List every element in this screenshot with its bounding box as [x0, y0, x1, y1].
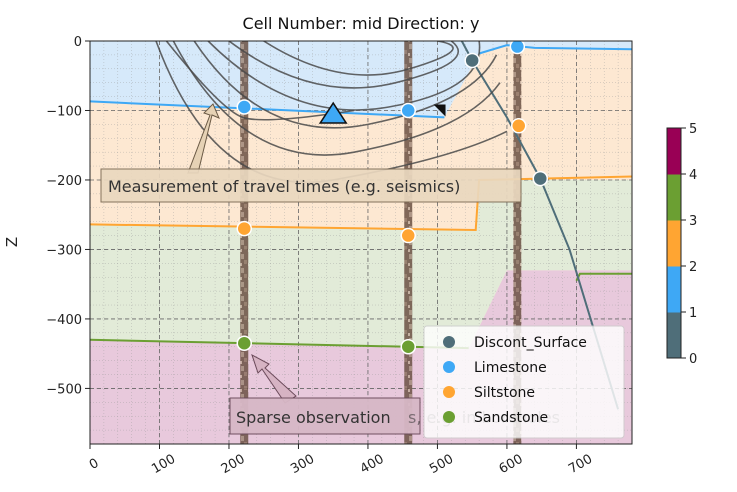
legend-label: Limestone [474, 360, 547, 376]
colorbar-segment [667, 128, 681, 175]
x-tick-label: 400 [358, 452, 387, 477]
x-tick-label: 0 [87, 456, 102, 473]
y-axis: 0 −100 −200 −300 −400 −500 [46, 35, 90, 397]
colorbar-tick-label: 3 [689, 214, 697, 229]
limestone-layer [90, 41, 632, 118]
legend-marker [443, 386, 455, 398]
annotation-box [229, 397, 421, 435]
legend-label: Sandstone [474, 410, 548, 426]
colorbar-segment [667, 220, 681, 267]
y-axis-label: Z [3, 237, 21, 247]
y-tick-label: 0 [74, 35, 82, 50]
seismic-source-marker [318, 101, 348, 124]
colorbar-frame [666, 127, 682, 359]
siltstone-wedge [486, 68, 632, 156]
y-tick-label: −500 [46, 382, 82, 397]
legend: Discont_Surface Limestone Siltstone Sandsto… [423, 325, 625, 439]
x-tick-label: 600 [497, 452, 526, 477]
fault-extension [459, 41, 462, 42]
annotation-box [100, 168, 522, 203]
ray-path [263, 41, 454, 76]
borehole [240, 41, 249, 444]
siltstone-contact [90, 175, 632, 232]
x-tick-label: 200 [219, 452, 248, 477]
colorbar-segment [667, 266, 681, 313]
ray-path [228, 41, 460, 89]
y-tick-label: −200 [46, 174, 82, 189]
point-limestone [236, 99, 253, 115]
legend-box [423, 325, 625, 439]
y-tick-label: −400 [46, 313, 82, 328]
legend-label: Siltstone [474, 385, 535, 401]
x-axis: 0 100 200 300 400 500 600 700 [87, 444, 595, 477]
ray-path [172, 41, 501, 156]
annotation-arrow [251, 353, 297, 404]
point-sandstone [236, 335, 253, 351]
chart-title: Cell Number: mid Direction: y [243, 14, 480, 33]
point-discont_surface [464, 52, 480, 69]
sandstone-layer [90, 180, 632, 349]
x-tick-label: 700 [566, 452, 595, 477]
colorbar-segment [667, 312, 681, 359]
borehole [513, 41, 522, 444]
colorbar-tick-label: 0 [689, 352, 697, 367]
colorbar-segment [667, 174, 681, 221]
colorbar-tick-label: 2 [689, 260, 697, 275]
colorbar-tick-label: 1 [689, 306, 697, 321]
annotation-text: Sparse observation [236, 408, 391, 427]
ray-path [193, 41, 498, 129]
legend-label: Discont_Surface [474, 335, 587, 351]
data-markers [236, 41, 549, 355]
point-limestone [400, 102, 417, 119]
point-siltstone [400, 227, 417, 244]
limestone-contact [90, 100, 445, 119]
y-tick-label: −100 [46, 104, 82, 119]
y-tick-label: −300 [46, 243, 82, 258]
annotation-text: Measurement of travel times (e.g. seismi… [108, 177, 460, 196]
colorbar: 0 1 2 3 4 5 [666, 122, 697, 367]
plot-frame [89, 40, 633, 445]
receiver-marker [433, 104, 446, 117]
point-discont_surface [532, 170, 549, 187]
legend-marker [443, 361, 455, 373]
ray-path [165, 41, 355, 121]
x-tick-label: 500 [427, 452, 456, 477]
point-limestone [509, 41, 526, 55]
colorbar-tick-label: 4 [689, 168, 697, 183]
ray-path [207, 41, 481, 111]
x-tick-label: 100 [149, 452, 178, 477]
point-siltstone [236, 220, 253, 237]
legend-marker [443, 411, 455, 423]
seismic-rays [155, 41, 508, 184]
annotation-arrow [187, 103, 220, 174]
colorbar-tick-label: 5 [689, 122, 697, 137]
x-tick-label: 300 [288, 452, 317, 477]
point-siltstone [510, 118, 527, 134]
legend-marker [443, 336, 455, 348]
point-sandstone [400, 338, 417, 355]
